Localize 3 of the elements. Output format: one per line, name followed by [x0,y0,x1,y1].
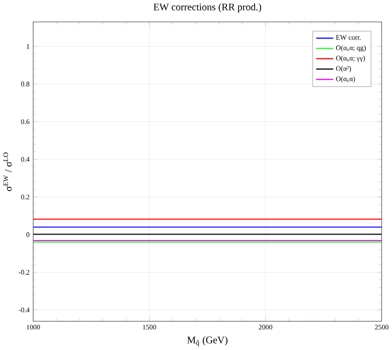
x-axis-title: M$_{q̃}$ (GeV) [187,336,228,346]
y-axis-title: σ$^{EW}$ / σ$^{LO}$ [3,152,12,192]
chart-title: EW corrections (RR prod.) [154,4,262,13]
